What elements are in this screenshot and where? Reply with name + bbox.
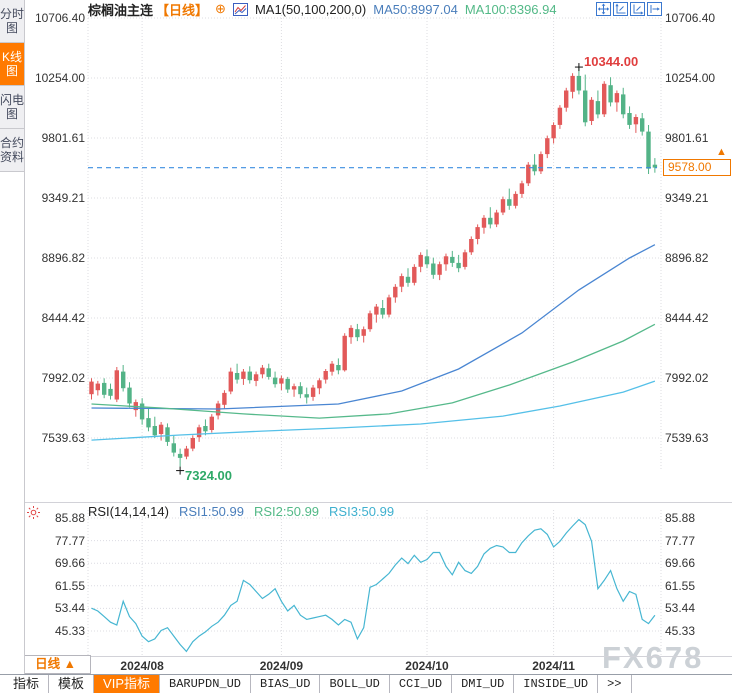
toolbar-item-6[interactable]: CCI_UD	[390, 675, 453, 693]
period-selector-arrow-icon: ▲	[63, 657, 76, 671]
rsi-tick-label-right: 45.33	[665, 624, 696, 638]
toolbar-item-0[interactable]: 指标	[4, 675, 50, 693]
rsi1-value: RSI1:50.99	[178, 504, 244, 519]
price-tick-label-right: 8444.42	[665, 311, 709, 325]
rsi-tick-label-right: 85.88	[665, 511, 696, 525]
x-axis-date-label: 2024/08	[120, 659, 164, 673]
move-chart-icon[interactable]	[596, 2, 611, 16]
rsi-tick-label-left: 45.33	[54, 624, 85, 638]
price-tick-label-left: 9801.61	[41, 130, 85, 145]
price-tick-label-left: 7992.02	[41, 371, 85, 385]
add-indicator-icon[interactable]: ⊕	[215, 1, 226, 16]
toolbar-item-5[interactable]: BOLL_UD	[320, 675, 390, 693]
rsi-tick-label-right: 69.66	[665, 556, 696, 571]
toolbar-item-8[interactable]: INSIDE_UD	[514, 675, 599, 693]
price-tick-label-right: 10706.40	[665, 11, 716, 25]
toolbar-item-3[interactable]: BARUPDN_UD	[160, 675, 252, 693]
chart-tools	[596, 2, 662, 16]
jump-to-latest-icon[interactable]	[647, 2, 662, 16]
last-price-marker-icon: ▲	[716, 146, 727, 158]
price-tick-label-left: 7539.63	[41, 431, 85, 445]
rsi-tick-label-left: 61.55	[54, 578, 85, 593]
price-tick-label-left: 8896.82	[41, 250, 85, 265]
price-tick-label-left: 10254.00	[34, 71, 85, 85]
rsi-tick-label-right: 77.77	[665, 533, 696, 548]
rsi-tick-label-left: 85.88	[54, 511, 85, 525]
indicator-toolbar: 指标 模板 VIP指标 BARUPDN_UD BIAS_UD BOLL_UD CCI_UD D…	[0, 674, 732, 693]
price-tick-label-right: 10254.00	[665, 71, 716, 85]
ma-indicator-icon[interactable]	[232, 2, 248, 16]
price-tick-label-right: 8896.82	[665, 250, 709, 265]
price-tick-label-left: 10706.40	[34, 11, 85, 25]
rsi-tick-label-right: 61.55	[665, 578, 696, 593]
rsi-tick-label-left: 77.77	[54, 533, 85, 548]
y-axis-scale-icon[interactable]	[613, 2, 628, 16]
period-label[interactable]: 【日线】	[156, 2, 209, 18]
rsi3-value: RSI3:50.99	[329, 504, 395, 519]
x-axis-scale-icon[interactable]	[630, 2, 645, 16]
sidebar: 分时图 K线图 闪电图 合约资料	[0, 0, 25, 693]
low-price-annotation: 7324.00	[185, 468, 232, 483]
last-price-label: 9578.00	[663, 159, 731, 176]
price-tick-label-right: 7539.63	[665, 431, 709, 445]
rsi-tick-label-right: 53.44	[665, 601, 696, 616]
chart-header: 棕榈油主连 【日线】 ⊕ MA1(50,100,200,0) MA50:8997…	[88, 1, 557, 18]
price-tick-label-left: 8444.42	[41, 311, 85, 325]
ma-settings-label[interactable]: MA1(50,100,200,0)	[254, 1, 367, 17]
rsi2-value: RSI2:50.99	[253, 504, 320, 519]
price-tick-label-right: 9349.21	[665, 191, 709, 205]
sidebar-tab-1[interactable]: K线图	[0, 43, 24, 86]
sidebar-tab-0[interactable]: 分时图	[0, 0, 24, 43]
high-price-annotation: 10344.00	[584, 54, 639, 69]
x-axis-date-label: 2024/11	[532, 659, 575, 673]
price-tick-label-left: 9349.21	[41, 191, 85, 205]
symbol-title: 棕榈油主连	[88, 2, 154, 18]
panel-divider	[25, 502, 732, 503]
rsi-tick-label-left: 69.66	[54, 556, 85, 571]
rsi-tick-label-left: 53.44	[54, 601, 85, 616]
toolbar-item-1[interactable]: 模板	[49, 675, 95, 693]
toolbar-item-4[interactable]: BIAS_UD	[251, 675, 321, 693]
x-axis-date-label: 2024/10	[405, 659, 449, 673]
price-tick-label-right: 7992.02	[665, 371, 709, 385]
ma50-value: MA50:8997.04	[373, 1, 458, 17]
ma100-value: MA100:8396.94	[464, 1, 557, 17]
watermark: FX678	[602, 640, 704, 675]
rsi-settings-icon[interactable]	[26, 505, 41, 520]
xaxis-divider	[25, 656, 732, 657]
price-tick-label-right: 9801.61	[665, 130, 709, 145]
x-axis-date-label: 2024/09	[259, 659, 304, 673]
rsi-settings-label[interactable]: RSI(14,14,14)	[88, 504, 169, 519]
sidebar-tab-3[interactable]: 合约资料	[0, 129, 24, 172]
period-selector-label: 日线	[35, 657, 61, 671]
sidebar-tab-2[interactable]: 闪电图	[0, 86, 24, 129]
toolbar-item-9[interactable]: >>	[598, 675, 632, 693]
rsi-header: RSI(14,14,14) RSI1:50.99 RSI2:50.99 RSI3…	[88, 504, 394, 519]
period-selector-button[interactable]: 日线 ▲	[20, 655, 91, 674]
toolbar-item-7[interactable]: DMI_UD	[452, 675, 515, 693]
toolbar-item-2[interactable]: VIP指标	[94, 675, 160, 693]
